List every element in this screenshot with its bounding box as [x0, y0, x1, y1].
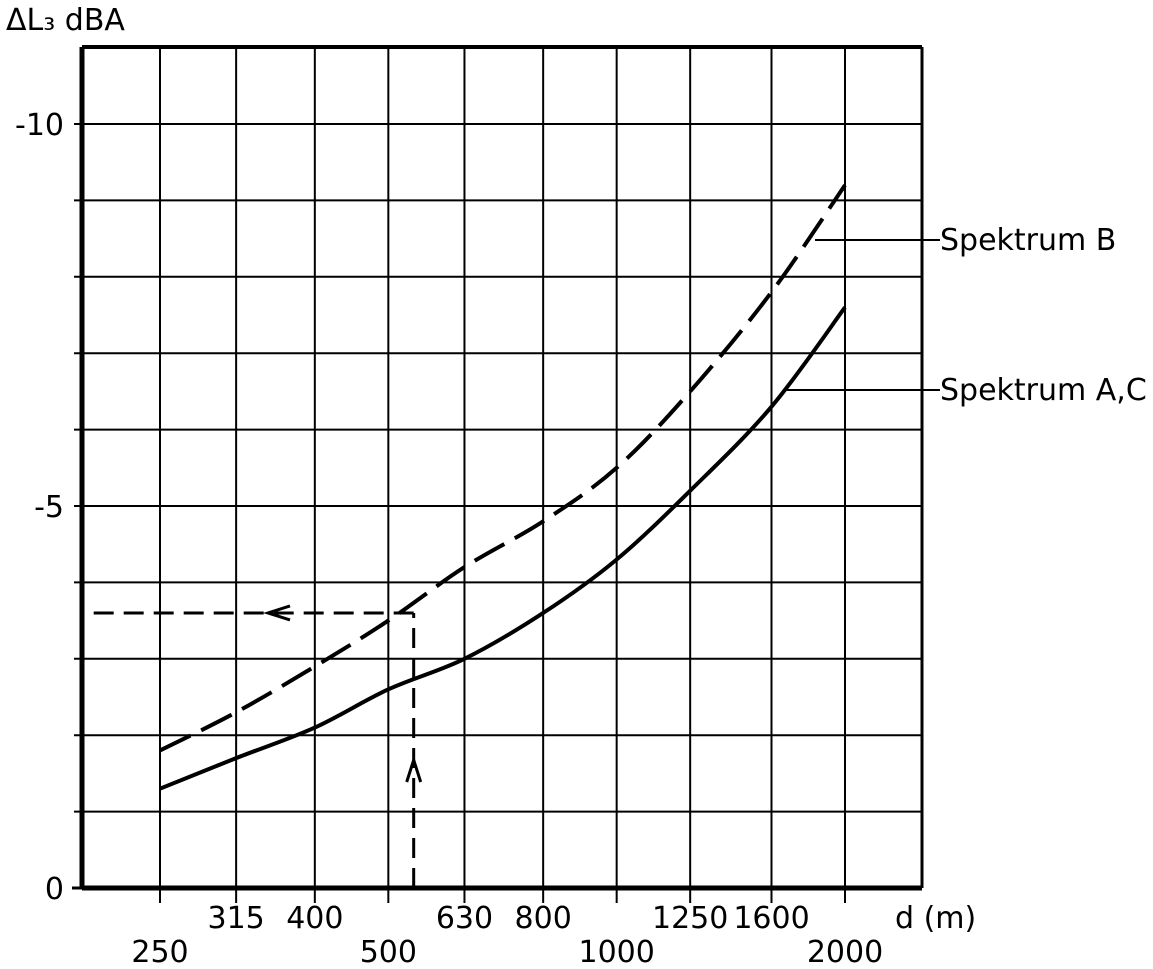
series-layer: [159, 183, 847, 791]
x-tick-label-upper: 630: [436, 901, 493, 936]
legend-label-spektrum-ac: Spektrum A,C: [940, 373, 1147, 408]
x-tick-label-lower: 500: [360, 935, 417, 969]
legend-label-spektrum-b: Spektrum B: [940, 223, 1116, 258]
series-line-spektrum-ac: [159, 306, 847, 791]
x-tick-label-lower: 1000: [578, 935, 654, 969]
series-line-spektrum-b: [159, 183, 847, 753]
y-tick-label: 0: [45, 872, 64, 907]
x-tick-label-upper: 315: [207, 901, 264, 936]
x-tick-label-lower: 2000: [807, 935, 883, 969]
y-tick-label: -10: [15, 108, 64, 143]
y-axis-label: ΔL₃ dBA: [6, 3, 125, 38]
x-axis-label: d (m): [895, 901, 976, 936]
y-tick-label: -5: [34, 490, 64, 525]
grid: [74, 47, 922, 903]
reading-example: [82, 604, 423, 888]
legend-item-spektrum-b: Spektrum B: [815, 223, 1116, 258]
x-tick-label-upper: 800: [515, 901, 572, 936]
legend-item-spektrum-ac: Spektrum A,C: [787, 373, 1147, 408]
x-tick-label-upper: 1600: [733, 901, 809, 936]
arrow-left-icon: [263, 604, 291, 622]
x-tick-label-upper: 400: [286, 901, 343, 936]
labels: -10 -5 0 315 400 630 800 1250 1600 250 500 1000 2000: [15, 108, 883, 969]
x-tick-label-upper: 1250: [652, 901, 728, 936]
arrow-up-icon: [405, 755, 423, 783]
x-tick-label-lower: 250: [131, 935, 188, 969]
axes: [72, 45, 924, 891]
